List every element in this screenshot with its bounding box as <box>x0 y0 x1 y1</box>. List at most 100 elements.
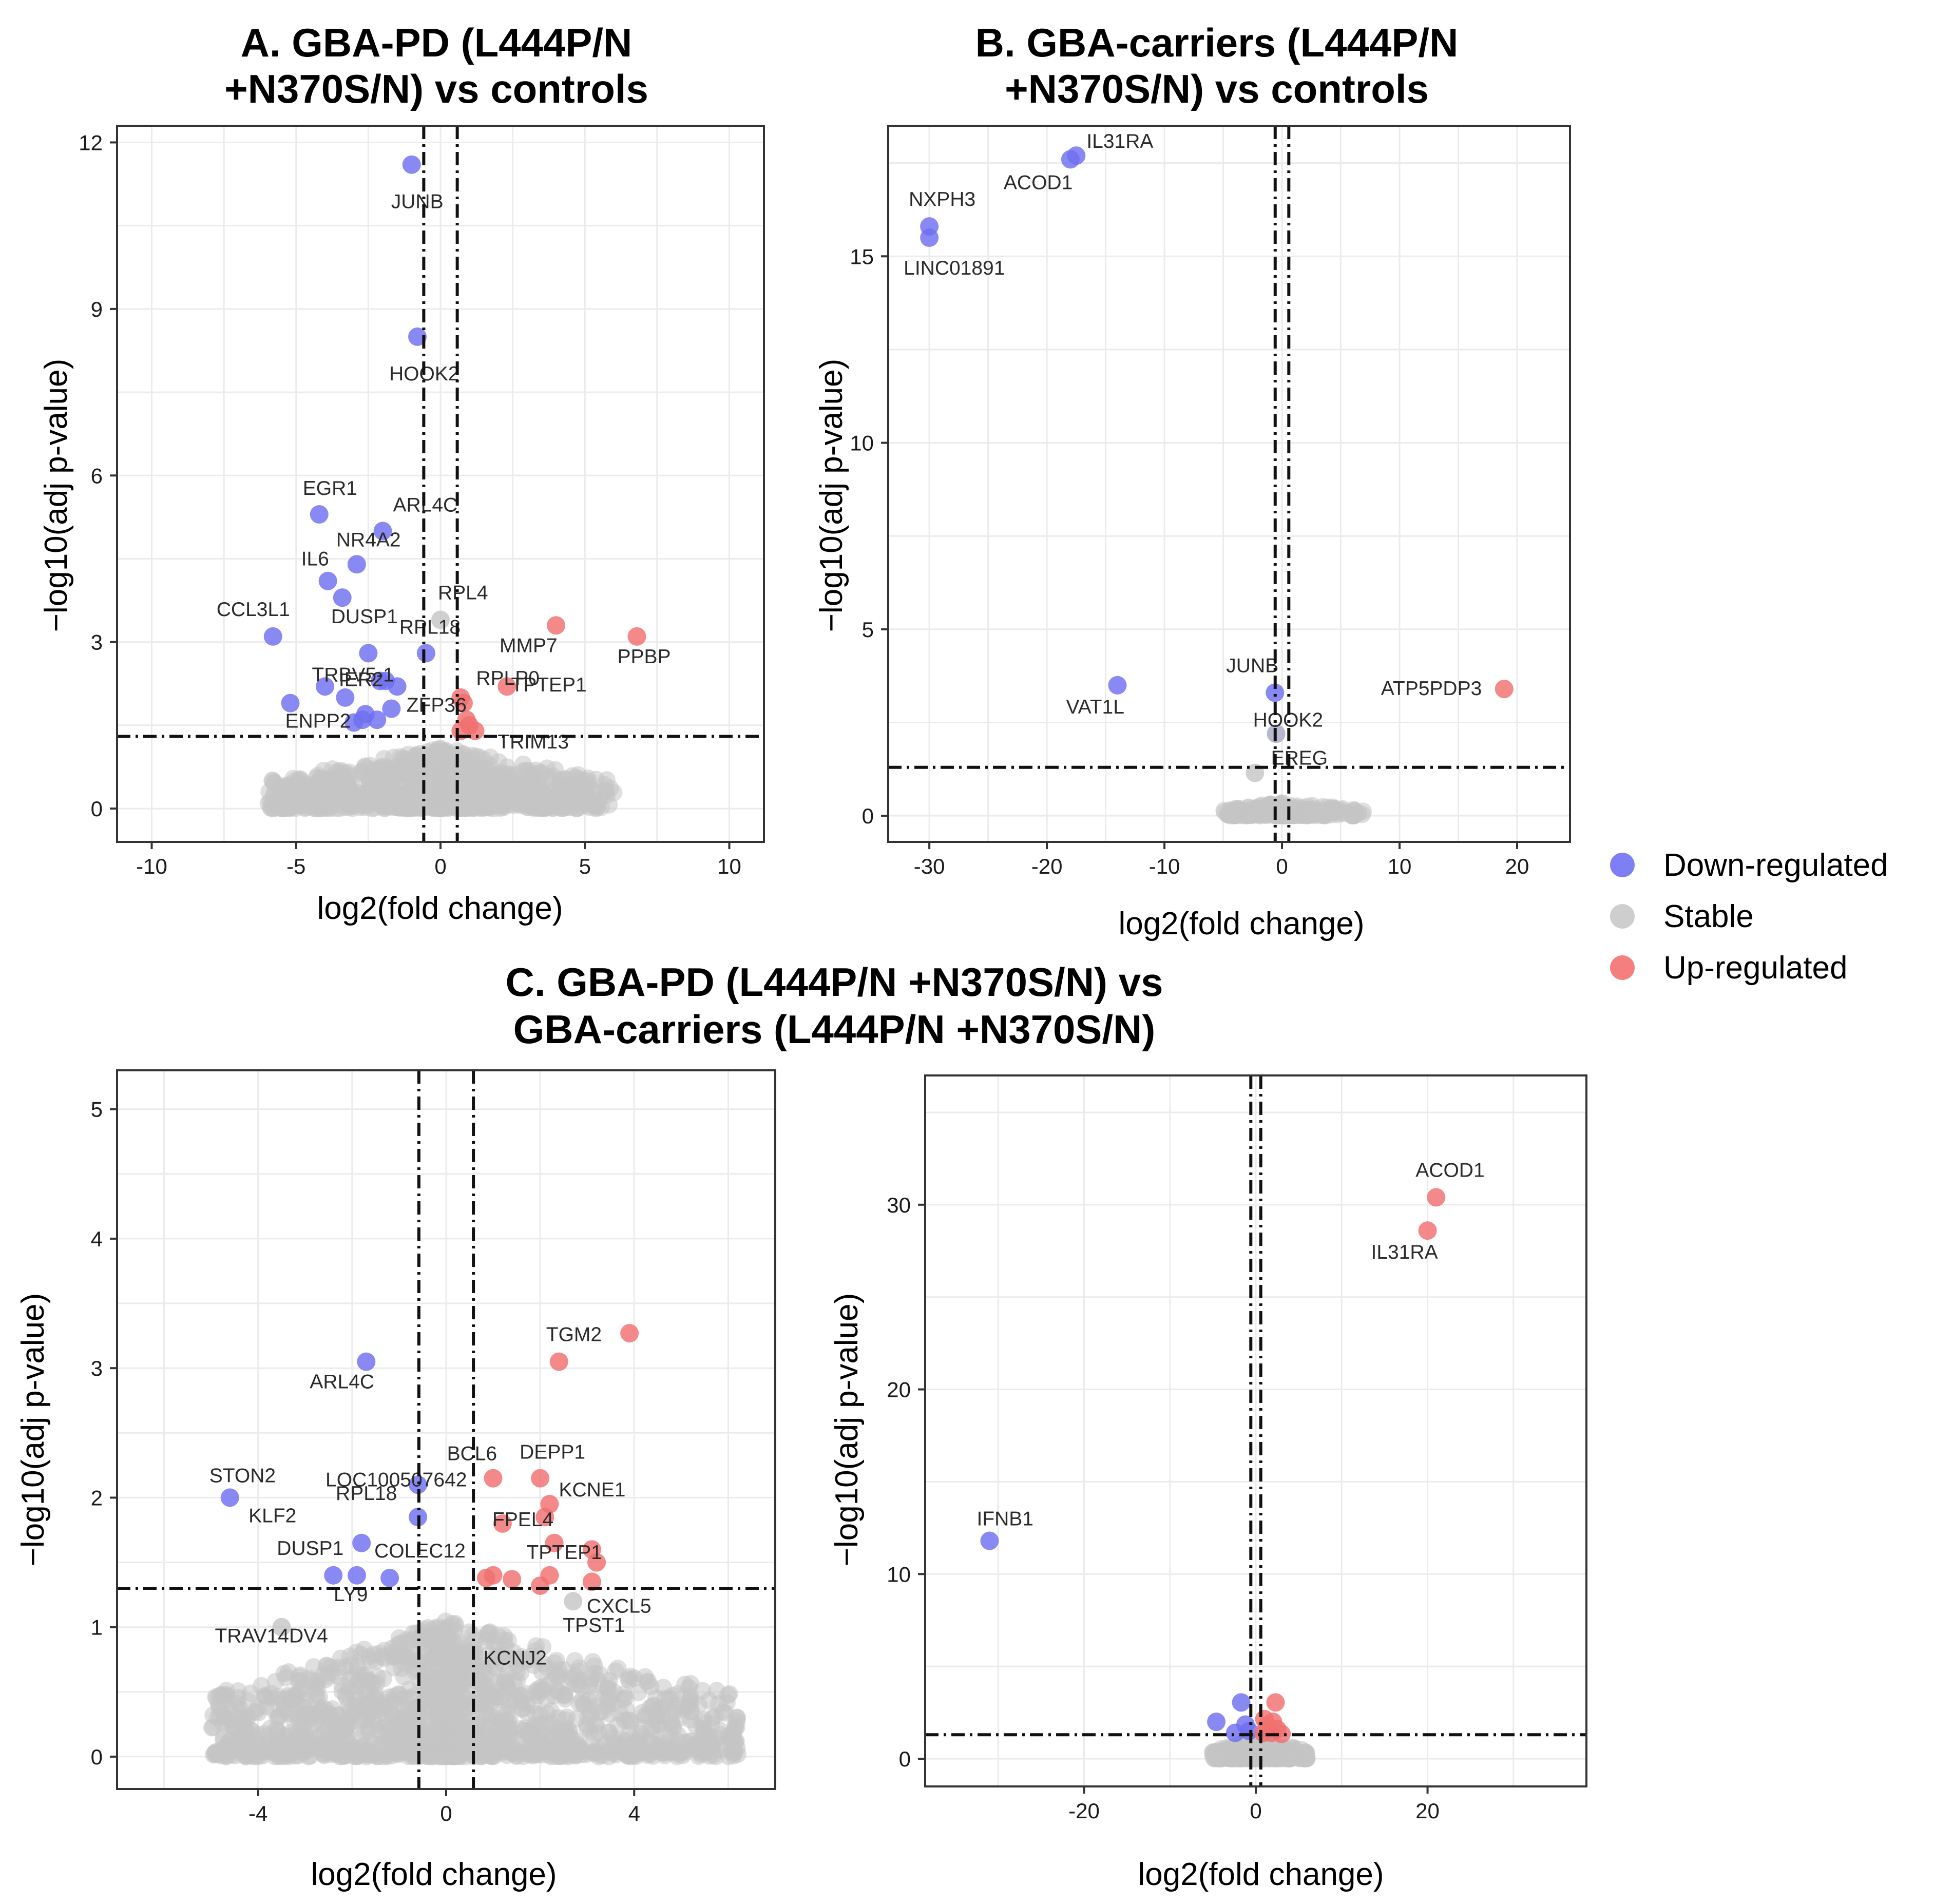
panel-c-stable-point <box>403 1747 421 1765</box>
panel-c-point-tpst1 <box>564 1592 583 1611</box>
panel-a-point-junb <box>402 155 421 174</box>
panel-a-stable-point <box>281 781 299 799</box>
panel-a-gene-label-dusp1: DUSP1 <box>331 606 398 628</box>
panel-c-x-tick-label: -4 <box>248 1801 267 1825</box>
panel-a-gene-label-nr4a2: NR4A2 <box>336 529 401 551</box>
panel-c-stable-point <box>291 1668 309 1686</box>
panel-a-y-tick-label: 0 <box>91 797 103 821</box>
panel-c-stable-point <box>711 1721 729 1739</box>
panel-a-y-tick-label: 3 <box>91 630 103 655</box>
legend-swatch-up <box>1610 955 1635 980</box>
panel-b-gene-label-linc01891: LINC01891 <box>904 257 1005 279</box>
panel-a-stable-point <box>464 799 482 817</box>
legend-swatch-down <box>1610 853 1635 877</box>
panel-c-stable-point <box>295 1729 313 1747</box>
panel-a-stable-point <box>433 776 451 794</box>
panel-c-x-axis-title: log2(fold change) <box>311 1857 557 1892</box>
panel-a-point-down <box>376 671 395 690</box>
panel-c-stable-point <box>369 1721 387 1739</box>
panel-c-stable-point <box>235 1713 253 1730</box>
panel-b-title-line-1: B. GBA-carriers (L444P/N <box>975 20 1459 65</box>
panel-c-stable-point <box>512 1664 530 1682</box>
panel-c-stable-point <box>418 1741 436 1759</box>
panel-c-gene-label-tpst1: TPST1 <box>563 1614 625 1637</box>
panel-c-stable-point <box>296 1713 314 1730</box>
panel-b-gene-label-il31ra: IL31RA <box>1086 130 1153 152</box>
panel-b-x-tick-label: 0 <box>1276 854 1288 878</box>
panel-a-point-rpl4 <box>431 610 450 629</box>
panel-c-y-tick-label: 2 <box>91 1486 103 1510</box>
panel-a-stable-point <box>338 793 356 811</box>
panel-c-stable-point <box>292 1743 310 1761</box>
panel-c-y-tick-label: 3 <box>91 1356 103 1380</box>
panel-c-stable-point <box>270 1688 288 1706</box>
panel-c-stable-point <box>389 1709 407 1727</box>
panel-d-point-up <box>1266 1693 1285 1712</box>
panel-a-y-tick-label: 6 <box>91 464 103 488</box>
panel-a-x-tick-label: -5 <box>286 854 305 878</box>
panel-a-stable-point <box>376 773 394 791</box>
panel-c-point-up <box>476 1568 495 1587</box>
panel-c-stable-point <box>629 1734 647 1752</box>
panel-c-stable-point <box>710 1695 727 1713</box>
panel-d-plot: ACOD1 IL31RA IFNB1 -20 0 20 0 10 20 30 <box>887 1074 1587 1823</box>
panel-c-stable-point <box>437 1671 455 1689</box>
panel-b-plot-background <box>888 126 1570 842</box>
panel-c-stable-point <box>305 1658 323 1676</box>
panel-c-y-tick-label: 1 <box>91 1615 103 1640</box>
panel-d-y-tick-label: 20 <box>887 1378 911 1402</box>
panel-d-y-tick-label: 10 <box>887 1562 911 1586</box>
panel-d-stable-point <box>1295 1746 1313 1764</box>
panel-c-stable-point <box>216 1740 234 1758</box>
panel-b-frame <box>887 125 1571 843</box>
panel-a-x-tick-label: 10 <box>717 854 741 878</box>
panel-c-gene-label-tgm2: TGM2 <box>546 1324 602 1346</box>
panel-d-x-tick-label: 20 <box>1415 1799 1440 1823</box>
legend-swatch-stable <box>1610 904 1635 929</box>
panel-c-stable-point <box>277 1668 295 1686</box>
panel-a-point-dusp1 <box>333 588 352 607</box>
panel-a-y-axis-title: −log10(adj p-value) <box>39 359 74 632</box>
panel-c-gene-label-arl4c: ARL4C <box>310 1371 374 1393</box>
panel-c-stable-point <box>437 1721 455 1739</box>
panel-a-y-tick-label: 12 <box>79 130 103 155</box>
panel-a-gene-label-rpl18: RPL18 <box>399 616 461 638</box>
panel-b-point-atp5pdp3 <box>1495 680 1514 699</box>
panel-c-title-line-1: C. GBA-PD (L444P/N +N370S/N) vs <box>506 959 1163 1005</box>
panel-c-stable-point <box>418 1661 436 1679</box>
panel-c-stable-point <box>545 1742 563 1760</box>
panel-c-stable-point <box>449 1710 467 1728</box>
panel-c-stable-point <box>676 1676 694 1694</box>
panel-c-stable-point <box>333 1676 351 1694</box>
panel-a-stable-point <box>536 797 554 815</box>
panel-c-stable-point <box>681 1703 699 1721</box>
panel-c-gene-label-kcne1: KCNE1 <box>559 1479 625 1501</box>
panel-a-gene-label-egr1: EGR1 <box>303 477 357 499</box>
panel-c-gene-label-tptep1: TPTEP1 <box>526 1542 602 1564</box>
panel-d-stable-point <box>1214 1748 1232 1766</box>
panel-c-stable-point <box>345 1747 363 1765</box>
panel-c-point-bcl6 <box>484 1469 503 1488</box>
panel-a-stable-point <box>514 755 532 773</box>
panel-a-x-tick-label: -10 <box>136 854 167 878</box>
panel-a-point-enpp2 <box>281 694 300 713</box>
panel-c-stable-point <box>586 1664 604 1682</box>
panel-b-x-tick-label: -30 <box>914 854 945 878</box>
panel-a-point-egr1 <box>310 505 329 524</box>
panel-c-point-colec12 <box>380 1568 399 1587</box>
panel-c-stable-point <box>390 1629 408 1647</box>
panel-c-stable-point <box>269 1746 286 1764</box>
panel-c-gene-label-dusp1: DUSP1 <box>277 1537 343 1560</box>
panel-c-point-arl4c <box>357 1352 376 1371</box>
panel-c-stable-point <box>374 1669 392 1687</box>
panel-a-stable-point <box>265 774 283 792</box>
panel-b-stable-point <box>1215 801 1233 819</box>
panel-a-point-down <box>336 688 355 707</box>
panel-d-gene-label-il31ra: IL31RA <box>1371 1241 1438 1263</box>
panel-a-point-down <box>382 699 401 718</box>
panel-a-gene-label-ccl3l1: CCL3L1 <box>217 599 290 621</box>
panel-c-stable-point <box>557 1723 575 1741</box>
panel-b-gene-label-ereg: EREG <box>1271 747 1328 769</box>
panel-c-stable-point <box>675 1744 693 1762</box>
